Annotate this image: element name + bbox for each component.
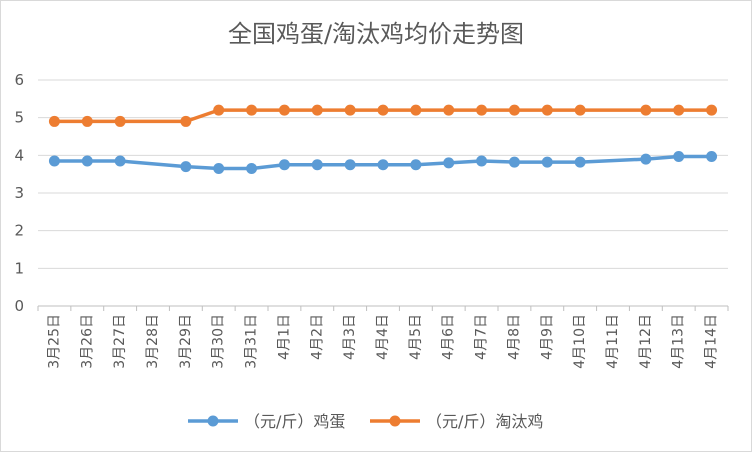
data-point-1 [114,115,126,127]
y-tick-label: 6 [14,71,24,89]
data-point-1 [311,104,323,116]
data-point-0 [180,161,192,173]
legend-swatch-marker [207,415,219,427]
x-tick-label: 4月14日 [704,314,720,369]
x-tick-label: 4月1日 [276,314,292,360]
x-tick-label: 4月12日 [638,314,654,369]
x-tick-label: 4月9日 [539,314,555,360]
x-tick-label: 4月2日 [309,314,325,360]
legend-label: （元/斤）鸡蛋 [244,412,345,431]
data-point-0 [673,150,685,162]
data-point-0 [410,159,422,171]
data-point-0 [278,159,290,171]
data-point-1 [180,115,192,127]
y-tick-label: 3 [14,184,24,202]
legend-label: （元/斤）淘汰鸡 [426,412,543,431]
data-point-0 [443,157,455,169]
x-tick-label: 3月29日 [178,314,194,369]
data-point-1 [706,104,718,116]
x-tick-label: 3月28日 [145,314,161,369]
y-tick-label: 4 [14,146,24,164]
data-point-0 [476,155,488,167]
y-tick-label: 2 [14,222,24,240]
data-point-1 [213,104,225,116]
data-point-1 [508,104,520,116]
data-point-0 [706,150,718,162]
x-tick-label: 3月27日 [112,314,128,369]
x-tick-label: 4月7日 [474,314,490,360]
data-point-0 [311,159,323,171]
data-point-1 [476,104,488,116]
data-point-0 [574,156,586,168]
x-tick-label: 4月8日 [506,314,522,360]
data-point-0 [344,159,356,171]
x-tick-label: 3月26日 [79,314,95,369]
data-point-0 [640,153,652,165]
data-point-1 [81,115,93,127]
data-point-0 [377,159,389,171]
x-tick-label: 3月30日 [211,314,227,369]
data-point-1 [48,115,60,127]
x-tick-label: 4月5日 [408,314,424,360]
data-point-1 [673,104,685,116]
y-tick-label: 0 [14,297,24,315]
y-tick-label: 1 [14,259,24,277]
data-point-0 [508,156,520,168]
data-point-1 [640,104,652,116]
x-tick-label: 3月25日 [46,314,62,369]
data-point-1 [344,104,356,116]
x-tick-label: 4月11日 [605,314,621,369]
data-point-0 [213,163,225,175]
data-point-0 [48,155,60,167]
data-point-1 [377,104,389,116]
data-point-1 [410,104,422,116]
data-point-1 [541,104,553,116]
x-tick-label: 4月10日 [572,314,588,369]
data-point-0 [541,156,553,168]
x-tick-label: 4月3日 [342,314,358,360]
data-point-1 [246,104,258,116]
chart-title: 全国鸡蛋/淘汰鸡均价走势图 [227,20,525,48]
y-tick-label: 5 [14,109,24,127]
data-point-1 [443,104,455,116]
x-tick-label: 3月31日 [244,314,260,369]
x-tick-label: 4月4日 [375,314,391,360]
data-point-1 [278,104,290,116]
data-point-0 [81,155,93,167]
x-tick-label: 4月13日 [671,314,687,369]
data-point-0 [114,155,126,167]
x-tick-label: 4月6日 [441,314,457,360]
legend-swatch-marker [389,415,401,427]
data-point-1 [574,104,586,116]
data-point-0 [246,163,258,175]
